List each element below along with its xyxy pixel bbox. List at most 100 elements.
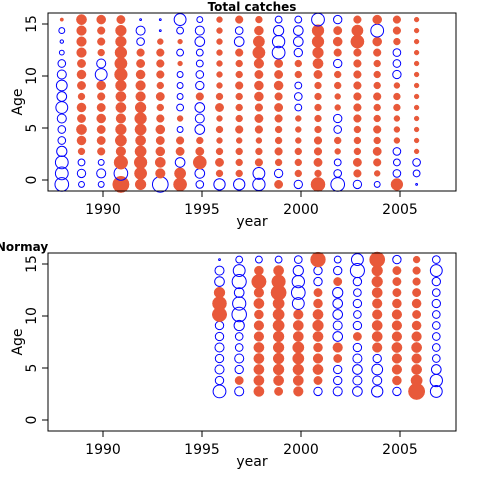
bubble-positive [313,147,323,156]
bubble-positive [156,59,165,68]
bubble-negative [431,321,441,330]
bubble-positive [373,81,381,90]
bubble-positive [393,137,401,144]
y-axis-label: Age [10,88,26,115]
bubble-negative [415,183,419,186]
bubble-positive [412,310,422,319]
bubble-positive [253,58,264,69]
bubble-positive [235,169,243,178]
bubble-positive [253,386,265,397]
bubble-positive [310,177,326,192]
bubble-positive [273,375,284,386]
plot-frame [47,12,457,192]
bubble-positive [96,80,106,91]
bubble-positive [253,287,264,298]
bubble-positive [373,158,382,167]
bubble-positive [235,158,243,167]
bubble-positive [411,353,422,364]
bubble-positive [294,158,302,167]
bubble-positive [253,364,265,375]
bubble-negative [194,124,206,135]
bubble-positive [372,14,382,25]
bubble-positive [292,320,304,331]
bubble-negative [372,353,382,364]
bubble-positive [391,309,402,320]
bubbles-normay [212,251,443,400]
bubble-positive [294,70,302,79]
bubble-positive [115,79,127,92]
y-tick-label: 10 [24,67,40,85]
bubble-positive [294,59,302,68]
bubble-negative [232,264,246,278]
bubble-positive [371,331,383,342]
bubble-negative [352,320,363,331]
bubble-positive [254,103,263,112]
bubble-negative [293,255,303,264]
bubble-positive [133,155,148,170]
bubble-positive [413,60,420,67]
y-tick-label: 0 [24,176,40,185]
bubble-negative [333,125,343,134]
bubble-positive [314,92,322,101]
bubble-negative [332,386,343,397]
bubble-positive [135,69,146,80]
bubble-positive [295,126,302,133]
bubble-negative [429,384,443,398]
bubble-positive [391,353,402,364]
bubble-negative [293,92,303,101]
bubble-positive [134,166,148,180]
bubble-positive [115,35,127,48]
bubble-positive [173,177,187,192]
bubble-negative [431,354,441,363]
bubble-negative [372,375,383,386]
bubble-negative [231,274,247,290]
bubble-positive [134,178,147,191]
bubble-positive [313,157,323,167]
bubble-positive [312,331,324,342]
bubble-positive [271,274,286,289]
bubble-negative [373,180,381,188]
x-tick-label: 1995 [184,442,220,458]
bubble-positive [235,81,244,90]
bubble-positive [154,157,166,168]
bubble-positive [292,363,304,376]
bubble-negative [94,68,108,81]
bubble-positive [292,375,304,386]
bubble-negative [58,27,66,35]
bubble-negative [176,126,184,133]
bubble-positive [334,81,342,90]
bubble-positive [373,136,381,145]
bubble-negative [214,364,225,375]
bubble-positive [254,265,264,276]
bubble-positive [76,47,87,58]
bubble-negative [349,263,365,279]
bubble-negative [56,113,67,124]
bubble-positive [413,71,420,78]
bubble-negative [139,18,143,22]
bubble-negative [196,16,204,24]
bubbles-total-catches [54,12,421,193]
bubble-positive [353,169,362,178]
bubble-negative [333,375,343,386]
bubble-negative [392,69,402,80]
bubble-positive [216,16,223,23]
bubble-positive [216,49,223,56]
bubble-positive [413,126,420,133]
y-tick-label: 5 [24,364,40,373]
bubble-negative [292,36,304,47]
bubble-positive [76,135,87,146]
bubble-positive [411,342,422,353]
bubble-negative [214,342,225,353]
bubble-negative [392,386,402,397]
bubble-negative [252,166,266,180]
bubble-positive [112,175,130,193]
bubble-positive [372,36,382,47]
bubble-negative [333,158,342,167]
bubble-positive [157,38,164,45]
bubble-positive [312,353,324,364]
bubble-positive [77,59,86,68]
bubble-positive [215,169,224,178]
bubble-negative [294,103,303,112]
bubble-positive [314,103,322,112]
